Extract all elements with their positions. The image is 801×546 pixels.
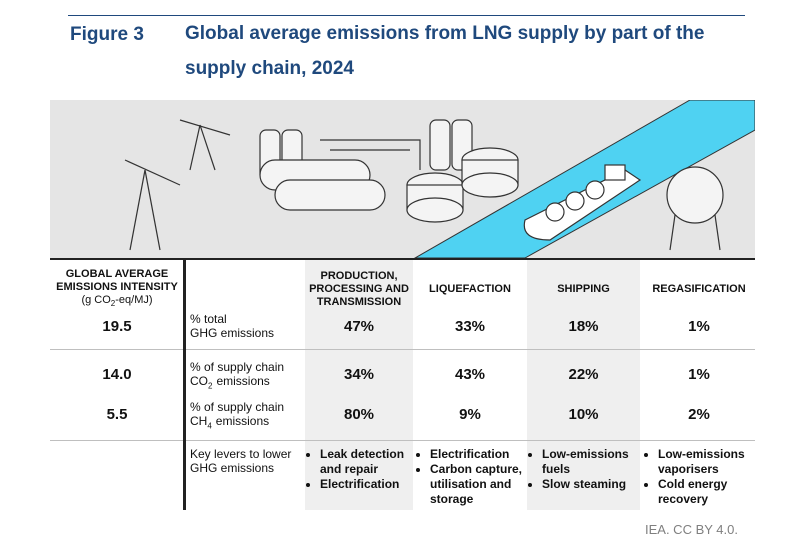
row-label-sub: 2 bbox=[208, 381, 213, 391]
top-rule bbox=[68, 15, 745, 16]
figure-title: Global average emissions from LNG supply… bbox=[185, 23, 705, 79]
column-header: REGASIFICATION bbox=[652, 282, 746, 295]
lever-item: Electrification bbox=[320, 477, 413, 492]
row-label-text: CO bbox=[190, 374, 208, 388]
row-label: % of supply chain CH4 emissions bbox=[190, 400, 302, 433]
cell-value: 80% bbox=[343, 406, 375, 423]
row-label-text: CH bbox=[190, 414, 208, 428]
lever-item: Cold energy recovery bbox=[658, 477, 755, 507]
lever-item: Leak detection and repair bbox=[320, 447, 413, 477]
column-band bbox=[305, 258, 413, 510]
row-label-text: % total bbox=[190, 312, 227, 326]
row-label-text: % of supply chain bbox=[190, 360, 285, 374]
intensity-header: GLOBAL AVERAGE EMISSIONS INTENSITY (g CO2… bbox=[52, 268, 182, 310]
column-divider bbox=[183, 258, 186, 510]
lever-item: Slow steaming bbox=[542, 477, 640, 492]
lever-item: Low-emissions fuels bbox=[542, 447, 640, 477]
row-label: % of supply chain CO2 emissions bbox=[190, 360, 302, 393]
river bbox=[413, 100, 755, 258]
intensity-value: 5.5 bbox=[106, 406, 128, 423]
figure-label: Figure 3 bbox=[70, 24, 144, 45]
ship bbox=[523, 164, 642, 241]
lever-item: Electrification bbox=[430, 447, 525, 462]
lever-bullets: Low-emissions vaporisersCold energy reco… bbox=[646, 447, 755, 507]
credit: IEA. CC BY 4.0. bbox=[645, 522, 738, 537]
column-header: LIQUEFACTION bbox=[429, 282, 511, 295]
lever-item: Low-emissions vaporisers bbox=[658, 447, 755, 477]
oil-pumps bbox=[124, 119, 231, 251]
cell-value: 43% bbox=[454, 366, 486, 383]
lever-bullets: Low-emissions fuelsSlow steaming bbox=[530, 447, 640, 492]
regas-terminal bbox=[666, 166, 724, 251]
row-label-text: emissions bbox=[215, 414, 270, 428]
lever-item: Carbon capture, utilisation and storage bbox=[430, 462, 525, 507]
cell-value: 22% bbox=[568, 366, 599, 383]
intensity-unit: (g CO bbox=[81, 294, 111, 306]
lever-list: ElectrificationCarbon capture, utilisati… bbox=[418, 447, 525, 507]
row-label: Key levers to lower GHG emissions bbox=[190, 447, 292, 475]
cell-value: 1% bbox=[688, 318, 710, 335]
row-label-text: % of supply chain bbox=[190, 400, 285, 414]
cell-value: 9% bbox=[459, 406, 481, 423]
intensity-unit-sub: 2 bbox=[110, 299, 116, 309]
cell-value: 34% bbox=[343, 366, 375, 383]
cell-value: 47% bbox=[343, 318, 375, 335]
lever-bullets: ElectrificationCarbon capture, utilisati… bbox=[418, 447, 525, 507]
cell-value: 1% bbox=[688, 366, 710, 383]
lever-bullets: Leak detection and repairElectrification bbox=[308, 447, 413, 492]
column-header: PRODUCTION, PROCESSING AND TRANSMISSION bbox=[309, 269, 409, 308]
intensity-unit: -eq/MJ) bbox=[115, 294, 153, 306]
row-separator bbox=[50, 349, 755, 350]
lever-list: Low-emissions fuelsSlow steaming bbox=[530, 447, 640, 492]
intensity-value: 14.0 bbox=[102, 366, 132, 383]
intensity-value: 19.5 bbox=[102, 318, 132, 335]
cell-value: 10% bbox=[568, 406, 599, 423]
cell-value: 2% bbox=[688, 406, 710, 423]
row-label-text: emissions bbox=[216, 374, 270, 388]
lever-list: Low-emissions vaporisersCold energy reco… bbox=[646, 447, 755, 507]
column-header: SHIPPING bbox=[557, 282, 610, 295]
cell-value: 18% bbox=[568, 318, 599, 335]
row-label-text: GHG emissions bbox=[190, 326, 275, 340]
row-separator bbox=[50, 440, 755, 441]
illustration bbox=[50, 100, 755, 258]
column-band bbox=[527, 258, 640, 510]
table-top-rule bbox=[50, 258, 755, 260]
cell-value: 33% bbox=[454, 318, 486, 335]
intensity-header-text: GLOBAL AVERAGE EMISSIONS INTENSITY bbox=[56, 268, 178, 293]
lever-list: Leak detection and repairElectrification bbox=[308, 447, 413, 492]
row-label-sub: 4 bbox=[207, 421, 212, 431]
processing-plant bbox=[259, 119, 519, 223]
row-label: % total GHG emissions bbox=[190, 312, 302, 340]
